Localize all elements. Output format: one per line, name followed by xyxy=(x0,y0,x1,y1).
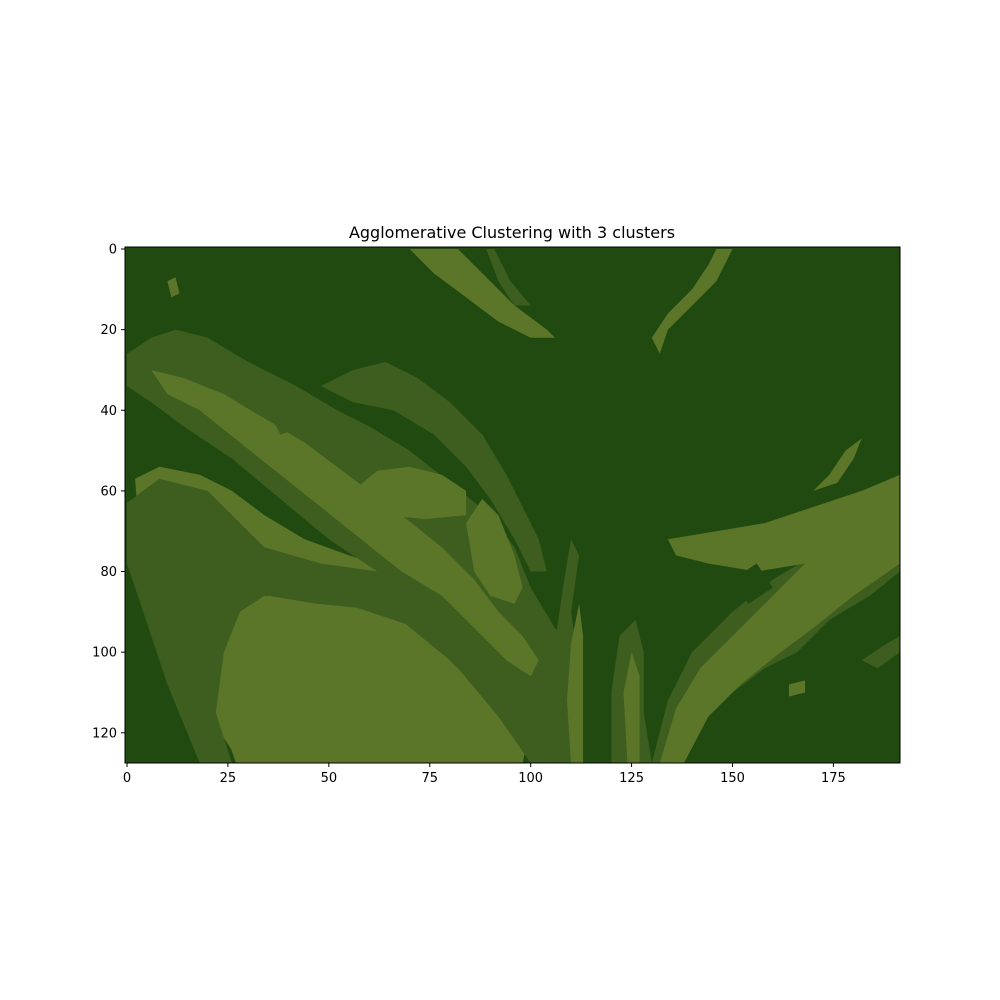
x-tick-label: 75 xyxy=(421,771,438,786)
cluster-region-8 xyxy=(466,499,523,604)
cluster-regions xyxy=(127,249,900,763)
cluster-region-24 xyxy=(789,680,806,697)
cluster-region-20 xyxy=(659,474,900,763)
cluster-region-10 xyxy=(409,249,555,338)
cluster-region-12 xyxy=(651,249,733,354)
plot-area xyxy=(125,247,900,763)
cluster-region-22 xyxy=(813,438,862,491)
cluster-region-9 xyxy=(268,394,313,435)
cluster-region-16 xyxy=(567,603,584,763)
cluster-region-2 xyxy=(219,595,503,763)
x-tick-label: 125 xyxy=(619,771,644,786)
cluster-region-13 xyxy=(167,277,180,298)
x-tick-label: 150 xyxy=(720,771,745,786)
plot-frame xyxy=(124,246,901,764)
cluster-region-3 xyxy=(332,668,366,701)
cluster-region-1 xyxy=(127,478,563,763)
chart-title: Agglomerative Clustering with 3 clusters xyxy=(349,223,675,242)
y-tick-label: 100 xyxy=(92,646,117,661)
cluster-region-5 xyxy=(151,370,539,677)
y-tick-label: 40 xyxy=(100,404,117,419)
y-tick-label: 60 xyxy=(100,484,117,499)
x-tick-label: 0 xyxy=(123,771,131,786)
x-axis: 0 25 50 75 100 125 150 175 xyxy=(123,763,846,786)
y-axis: 0 20 40 60 80 100 120 xyxy=(92,243,125,741)
cluster-region-14 xyxy=(191,337,216,366)
y-tick-label: 20 xyxy=(100,323,117,338)
y-tick-label: 120 xyxy=(92,726,117,741)
x-tick-label: 175 xyxy=(821,771,846,786)
cluster-region-21 xyxy=(732,563,773,604)
y-tick-label: 80 xyxy=(100,565,117,580)
cluster-region-18 xyxy=(623,652,640,763)
cluster-region-11 xyxy=(486,249,531,306)
x-tick-label: 25 xyxy=(220,771,237,786)
x-tick-label: 50 xyxy=(321,771,338,786)
x-tick-label: 100 xyxy=(518,771,543,786)
cluster-region-23 xyxy=(861,636,900,669)
cluster-region-6 xyxy=(353,466,467,520)
y-tick-label: 0 xyxy=(109,243,117,258)
cluster-region-7 xyxy=(320,361,547,572)
